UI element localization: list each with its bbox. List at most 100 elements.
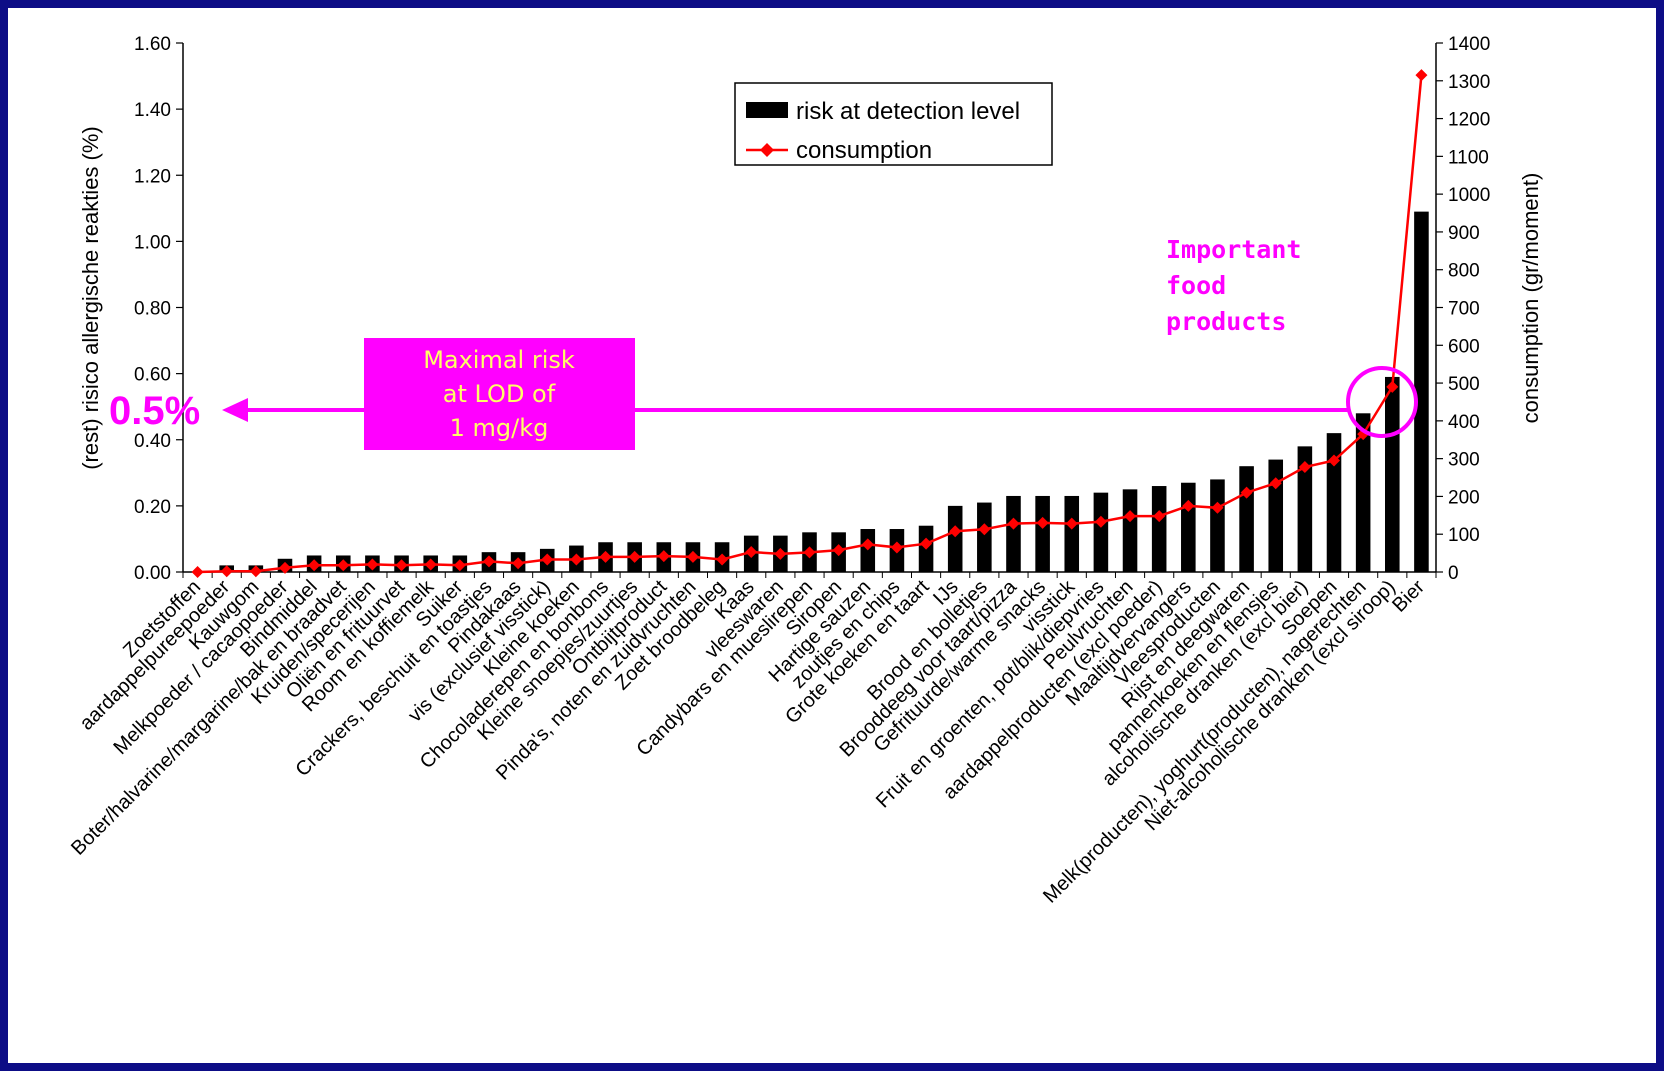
y2-tick-label: 800: [1448, 261, 1480, 282]
bar: [1093, 492, 1109, 572]
consumption-point: [512, 557, 525, 570]
consumption-point: [366, 558, 379, 571]
consumption-point: [1094, 515, 1107, 528]
y-tick-label: 1.40: [134, 100, 171, 121]
y-axis-title: (rest) risico allergische reakties (%): [78, 126, 103, 470]
y-tick-label: 1.00: [134, 232, 171, 253]
y2-tick-label: 500: [1448, 374, 1480, 395]
box-line-2: at LOD of: [443, 380, 556, 408]
bar: [1268, 459, 1284, 572]
consumption-point: [570, 553, 583, 566]
consumption-line-layer: [191, 69, 1428, 578]
consumption-point: [220, 565, 233, 578]
y-tick-label: 0.00: [134, 563, 171, 584]
legend-box: [734, 82, 1053, 166]
consumption-point: [1211, 501, 1224, 514]
y2-tick-label: 900: [1448, 223, 1480, 244]
consumption-point: [278, 561, 291, 574]
bar: [1239, 466, 1254, 572]
y2-tick-label: 1200: [1448, 110, 1490, 131]
slide: 0.00 0.20 0.40 0.60 0.80 1.00 1.20 1.40 1.60 0 100…: [8, 8, 1656, 1063]
consumption-point: [1298, 460, 1311, 473]
bar: [1355, 413, 1371, 572]
bars-layer: [219, 211, 1429, 572]
y2-tick-label: 0: [1448, 563, 1459, 584]
consumption-point: [803, 546, 816, 559]
consumption-point: [1036, 516, 1049, 529]
maximal-risk-box: [364, 338, 635, 450]
consumption-point: [1328, 454, 1341, 467]
consumption-point: [1386, 380, 1399, 393]
consumption-point: [1153, 510, 1166, 523]
consumption-point: [337, 559, 350, 572]
y2-tick-label: 600: [1448, 336, 1480, 357]
y-tick-label: 0.60: [134, 365, 171, 386]
consumption-point: [599, 550, 612, 563]
bar: [1414, 211, 1429, 572]
bar: [1122, 489, 1138, 572]
y2-axis-title: consumption (gr/moment): [1518, 173, 1543, 424]
important-line-2: food: [1166, 271, 1226, 300]
consumption-point: [657, 550, 670, 563]
consumption-point: [1269, 477, 1282, 490]
bar: [1006, 495, 1021, 572]
consumption-point: [628, 550, 641, 563]
consumption-point: [191, 566, 204, 578]
bar: [1297, 446, 1313, 572]
consumption-point: [1065, 517, 1078, 530]
consumption-point: [482, 555, 495, 568]
consumption-point: [1124, 510, 1137, 523]
bar: [1035, 495, 1050, 572]
bar: [860, 529, 876, 572]
bar: [947, 505, 963, 572]
y2-tick-label: 400: [1448, 412, 1480, 433]
consumption-point: [541, 553, 554, 566]
important-food-annotation: Important food products: [1166, 235, 1301, 336]
consumption-point: [949, 525, 962, 538]
consumption-point: [1182, 499, 1195, 512]
y2-tick-label: 1300: [1448, 72, 1490, 93]
consumption-point: [1240, 486, 1253, 499]
bar: [1385, 376, 1400, 572]
legend: risk at detection level consumption: [734, 82, 1053, 166]
consumption-point: [249, 565, 262, 578]
consumption-point: [716, 553, 729, 566]
legend-bar-swatch: [746, 102, 788, 118]
consumption-point: [978, 523, 991, 536]
consumption-point: [1007, 517, 1020, 530]
consumption-point: [395, 559, 408, 572]
consumption-point: [686, 550, 699, 563]
consumption-point: [453, 559, 466, 572]
chart: 0.00 0.20 0.40 0.60 0.80 1.00 1.20 1.40 1.60 0 100…: [67, 34, 1543, 908]
y-tick-label: 0.40: [134, 431, 171, 452]
consumption-point: [1415, 69, 1428, 82]
y-tick-label: 1.60: [134, 34, 171, 55]
y-tick-label: 1.20: [134, 166, 171, 187]
consumption-point: [424, 558, 437, 571]
consumption-point: [308, 559, 321, 572]
y2-tick-label: 1100: [1448, 147, 1489, 168]
bar: [1151, 486, 1167, 572]
y2-tick-label: 200: [1448, 487, 1480, 508]
box-line-3: 1 mg/kg: [450, 414, 549, 442]
consumption-point: [920, 537, 933, 550]
legend-line-marker: [760, 143, 774, 157]
legend-line-label: consumption: [796, 137, 932, 164]
category-label: Bier: [1388, 576, 1429, 617]
y2-tick-label: 100: [1448, 525, 1480, 546]
bar: [1210, 479, 1225, 572]
legend-bar-label: risk at detection level: [796, 98, 1020, 125]
highlight-circle: [1346, 366, 1418, 438]
bar: [1326, 433, 1342, 572]
important-line-3: products: [1166, 307, 1286, 336]
y2-tick-label: 1400: [1448, 34, 1490, 55]
consumption-point: [832, 544, 845, 557]
consumption-point: [890, 541, 903, 554]
y2-tick-label: 700: [1448, 299, 1480, 320]
arrow-head: [222, 398, 248, 422]
bar: [1181, 482, 1196, 572]
y2-tick-label: 1000: [1448, 185, 1490, 206]
bar: [977, 502, 992, 572]
box-line-1: Maximal risk: [423, 346, 575, 374]
important-line-1: Important: [1166, 235, 1301, 264]
